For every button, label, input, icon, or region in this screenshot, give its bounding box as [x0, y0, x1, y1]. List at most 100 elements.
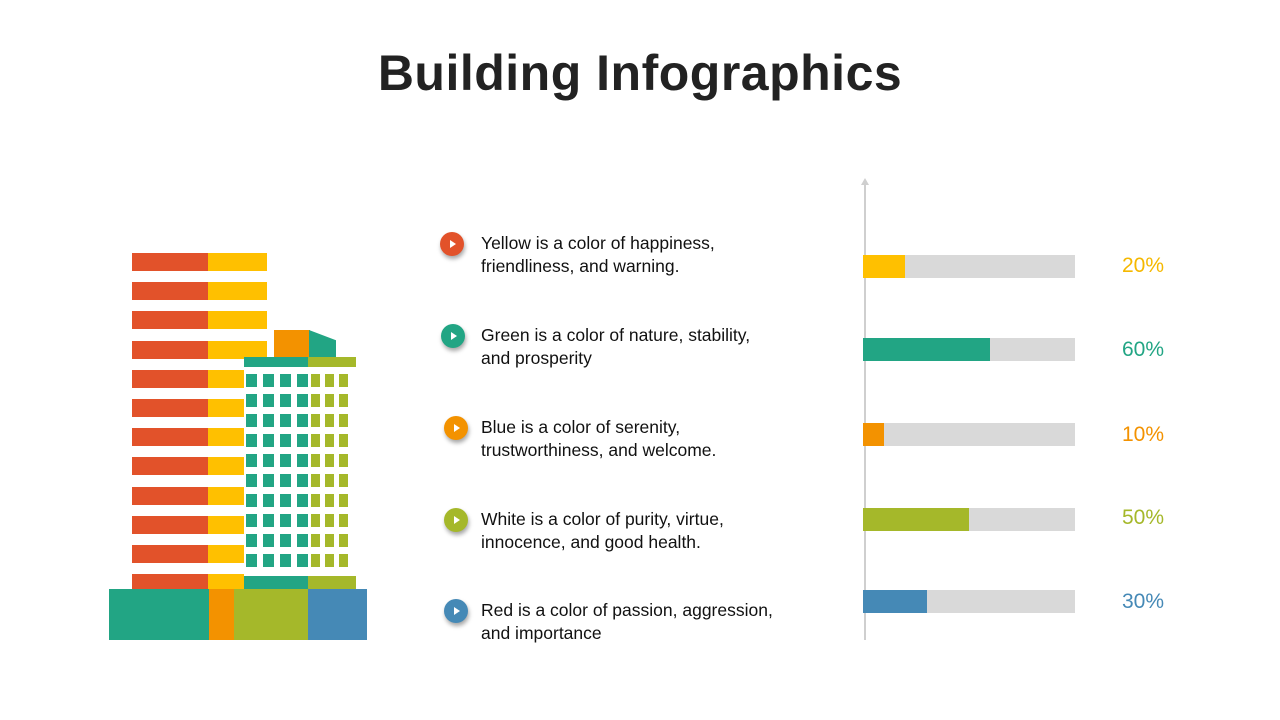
window — [297, 434, 308, 447]
tower-stripe-red — [132, 457, 208, 476]
window — [325, 414, 334, 427]
window — [263, 494, 274, 507]
item-text-line2: trustworthiness, and welcome. — [481, 440, 717, 460]
window — [311, 474, 320, 487]
window — [246, 494, 257, 507]
window — [339, 474, 348, 487]
base-blue — [308, 589, 367, 640]
percent-label: 20% — [1121, 254, 1165, 277]
item-description: Yellow is a color of happiness, friendli… — [481, 232, 811, 278]
window — [246, 394, 257, 407]
percent-label: 10% — [1121, 423, 1165, 446]
progress-fill — [863, 590, 927, 613]
window — [311, 554, 320, 567]
window — [339, 374, 348, 387]
window — [325, 554, 334, 567]
window — [263, 514, 274, 527]
window — [339, 554, 348, 567]
tower-stripe-red — [132, 428, 208, 447]
tower-stripe-red — [132, 340, 208, 359]
vertical-axis-line — [864, 184, 866, 640]
tower-stripe-yellow — [208, 253, 267, 271]
play-icon — [444, 416, 468, 440]
window — [246, 454, 257, 467]
tower-stripe-red — [132, 311, 208, 330]
item-text-line1: Blue is a color of serenity, — [481, 417, 681, 437]
window — [297, 374, 308, 387]
item-text-line2: and importance — [481, 623, 602, 643]
window — [297, 474, 308, 487]
progress-track — [863, 508, 1075, 531]
window — [280, 414, 291, 427]
tower-stripe-red — [132, 399, 208, 417]
percent-label: 60% — [1121, 338, 1165, 361]
page-title: Building Infographics — [377, 45, 903, 101]
item-description: Green is a color of nature, stability, a… — [481, 324, 811, 370]
play-icon — [444, 599, 468, 623]
window — [297, 494, 308, 507]
window — [325, 514, 334, 527]
progress-fill — [863, 338, 991, 361]
window — [297, 534, 308, 547]
window — [339, 434, 348, 447]
tower-stripe-red — [132, 282, 208, 301]
window — [297, 394, 308, 407]
tower-stripe-red — [132, 574, 208, 593]
window — [280, 534, 291, 547]
building-illustration — [0, 0, 420, 720]
window — [339, 454, 348, 467]
window — [246, 414, 257, 427]
progress-track — [863, 255, 1075, 278]
window — [246, 374, 257, 387]
window — [280, 474, 291, 487]
tower-stripe-yellow — [208, 282, 267, 301]
tower-stripe-red — [132, 369, 208, 388]
window — [311, 374, 320, 387]
progress-track — [863, 423, 1075, 446]
play-icon — [441, 324, 465, 348]
window — [246, 554, 257, 567]
base-lime — [234, 589, 308, 640]
progress-fill — [863, 255, 906, 278]
window — [263, 374, 274, 387]
window — [311, 534, 320, 547]
base-orange — [209, 589, 234, 640]
window — [339, 494, 348, 507]
axis-arrow-icon — [861, 178, 869, 185]
window — [246, 474, 257, 487]
tower-stripe-yellow — [208, 340, 267, 359]
percent-label: 50% — [1121, 506, 1165, 529]
percent-label: 30% — [1121, 590, 1165, 613]
rooftop-orange-block — [274, 330, 310, 357]
window — [280, 434, 291, 447]
window — [297, 554, 308, 567]
item-text-line2: innocence, and good health. — [481, 532, 701, 552]
window — [263, 414, 274, 427]
window — [263, 474, 274, 487]
window — [325, 534, 334, 547]
window — [311, 514, 320, 527]
window — [297, 454, 308, 467]
progress-track — [863, 590, 1075, 613]
item-description: White is a color of purity, virtue, inno… — [481, 508, 811, 554]
window — [325, 494, 334, 507]
window — [325, 394, 334, 407]
window — [311, 494, 320, 507]
item-text-line1: Yellow is a color of happiness, — [481, 233, 715, 253]
window — [280, 394, 291, 407]
window — [311, 454, 320, 467]
window — [280, 514, 291, 527]
window — [311, 434, 320, 447]
window — [325, 474, 334, 487]
window — [311, 414, 320, 427]
window — [263, 454, 274, 467]
item-description: Blue is a color of serenity, trustworthi… — [481, 416, 811, 462]
window — [263, 394, 274, 407]
window — [280, 454, 291, 467]
tower-stripe-red — [132, 253, 208, 271]
item-text-line1: White is a color of purity, virtue, — [481, 509, 724, 529]
window — [280, 554, 291, 567]
window — [325, 454, 334, 467]
window — [339, 414, 348, 427]
window — [297, 514, 308, 527]
